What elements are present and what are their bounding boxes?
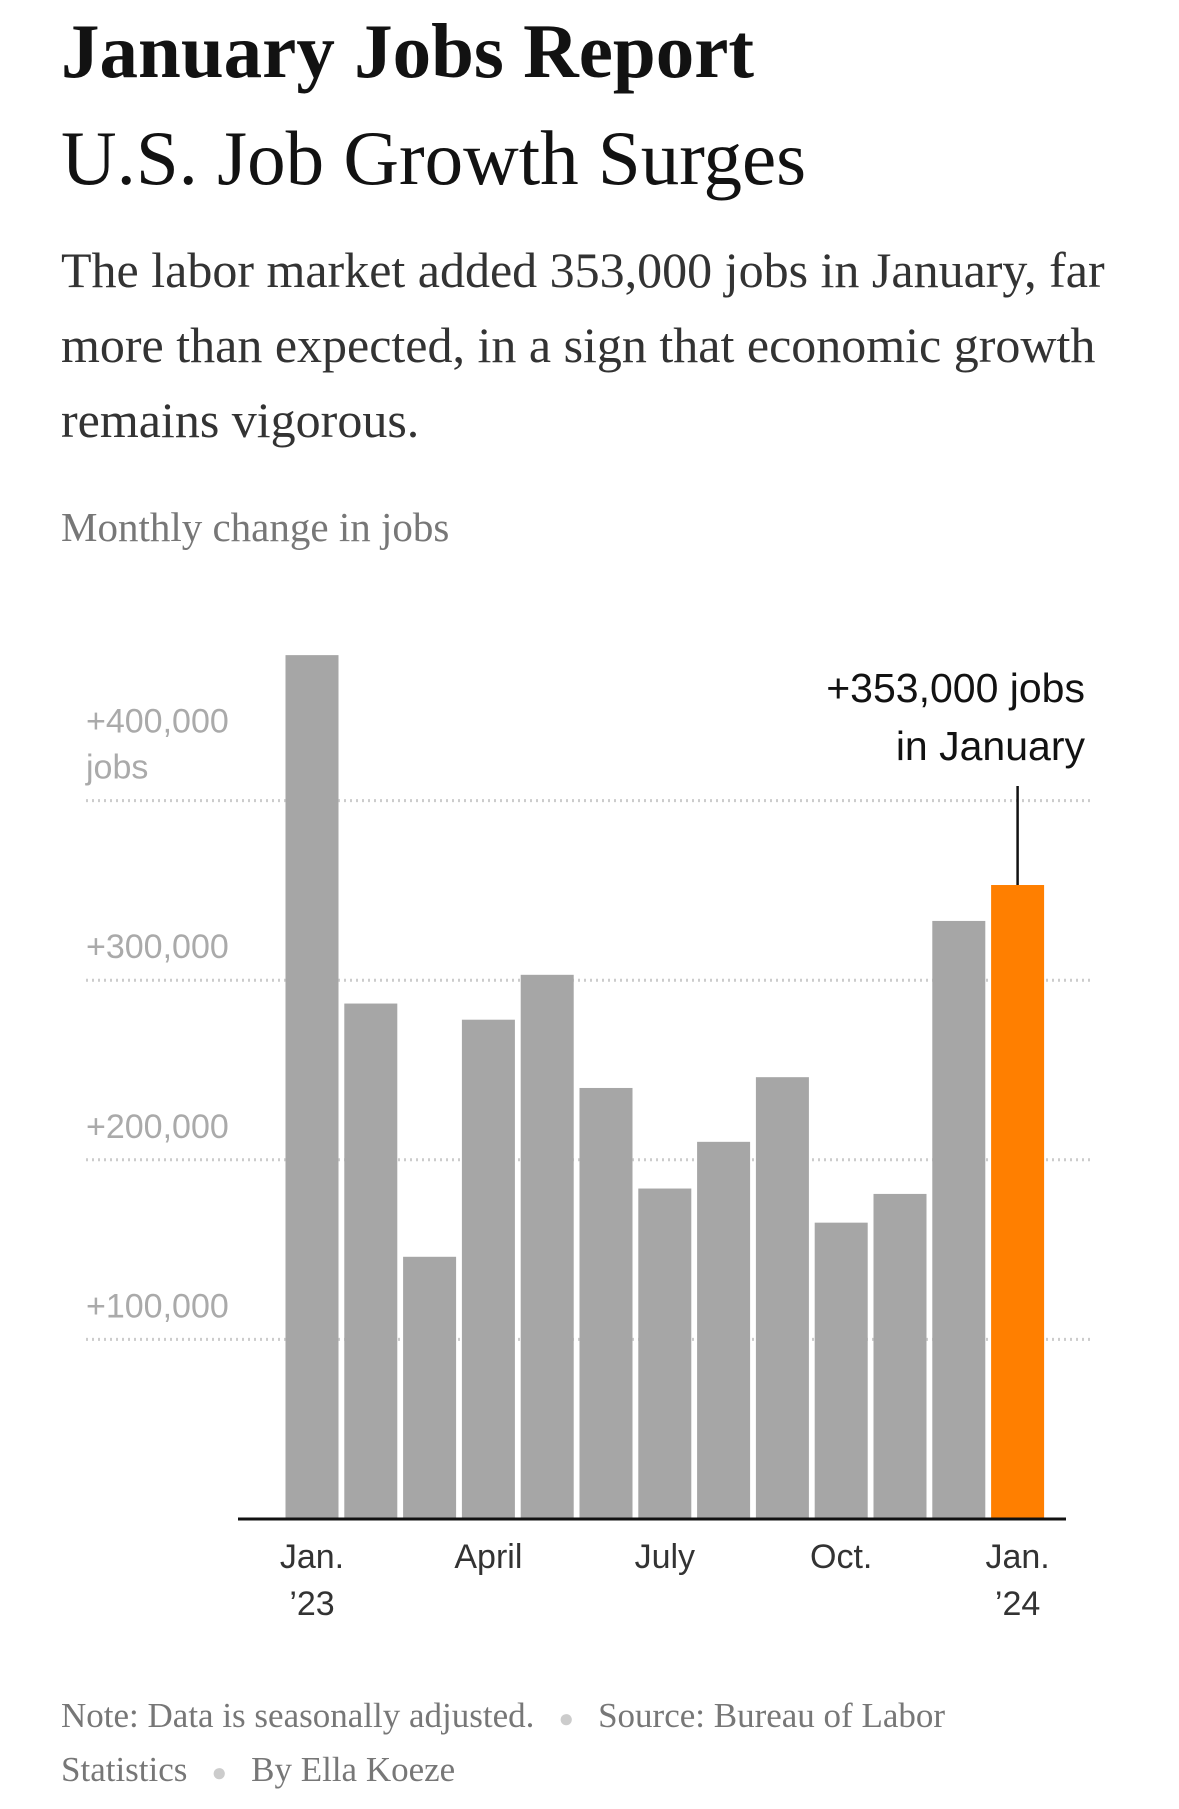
- chart-subtitle: U.S. Job Growth Surges: [61, 115, 806, 201]
- y-axis-label: Monthly change in jobs: [61, 504, 449, 550]
- chart-title: January Jobs Report: [61, 8, 754, 94]
- y-tick-label: +200,000: [86, 1108, 229, 1146]
- x-tick-label: ’23: [289, 1585, 334, 1623]
- annotation: +353,000 jobs: [826, 665, 1085, 711]
- byline: By Ella Koeze: [251, 1750, 456, 1789]
- bar: [991, 885, 1045, 1519]
- y-tick-label: +300,000: [86, 928, 229, 966]
- annotation: in January: [896, 723, 1086, 769]
- x-tick-label: Jan.: [985, 1538, 1049, 1576]
- x-tick-label: Oct.: [810, 1538, 872, 1576]
- x-tick-label: April: [454, 1538, 522, 1576]
- x-tick-label: July: [635, 1538, 695, 1576]
- bar: [579, 1087, 633, 1519]
- bar: [520, 974, 574, 1519]
- bar: [697, 1141, 751, 1519]
- bar: [403, 1256, 457, 1519]
- x-tick-label: Jan.: [280, 1538, 344, 1576]
- bar: [932, 920, 986, 1519]
- footer: Note: Data is seasonally adjusted. ● Sourc…: [61, 1696, 946, 1789]
- bar: [755, 1077, 809, 1519]
- bar: [344, 1003, 398, 1519]
- bar: [638, 1188, 692, 1519]
- description: The labor market added 353,000 jobs in J…: [61, 242, 1105, 448]
- source: Source: Bureau of Labor Statistics: [61, 1696, 946, 1789]
- y-unit: jobs: [85, 749, 148, 787]
- x-tick-label: ’24: [995, 1585, 1040, 1623]
- bar: [873, 1193, 927, 1519]
- y-tick-label: +400,000: [86, 703, 229, 741]
- bar: [814, 1222, 868, 1519]
- bar: [461, 1019, 515, 1519]
- y-tick-label: +100,000: [86, 1287, 229, 1325]
- bar: [285, 655, 339, 1519]
- note: Note: Data is seasonally adjusted.: [61, 1696, 535, 1735]
